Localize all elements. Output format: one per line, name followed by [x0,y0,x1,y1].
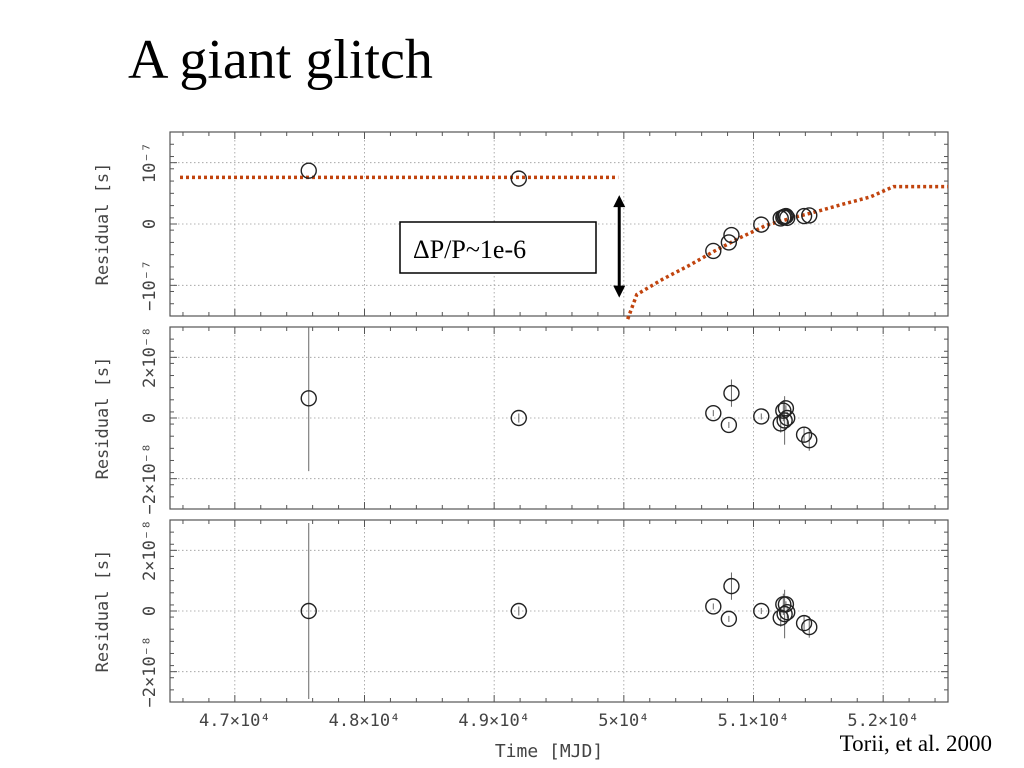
data-point [777,207,795,225]
data-point [510,170,528,187]
y-tick-label: 10⁻⁷ [140,142,160,183]
data-point [777,596,795,613]
y-tick-label: 2×10⁻⁸ [140,520,160,581]
y-tick-label: −10⁻⁷ [140,260,160,311]
y-tick-label: 0 [140,413,160,423]
data-point [720,234,738,251]
data-point [795,426,813,443]
data-point [720,610,738,628]
data-point [777,400,795,417]
x-tick-label: 4.8×10⁴ [329,711,401,731]
x-tick-label: 4.9×10⁴ [458,711,530,731]
delta-p-label: ΔP/P~1e-6 [413,235,526,264]
data-point [723,577,740,595]
glitch-annotation: ΔP/P~1e-6 [399,221,597,274]
data-point [300,162,317,179]
data-point [753,408,770,425]
plot-panel-middle: −2×10⁻⁸ 0 2×10⁻⁸ Residual [s] [93,326,949,515]
data-point [801,618,818,636]
data-point [753,216,770,233]
delta-p-label-box [399,221,597,274]
data-point [723,384,740,402]
data-point [801,431,818,449]
glitch-arrow [613,195,626,298]
y-tick-label: 0 [140,606,160,616]
data-point [779,604,796,621]
y-axis-label: Residual [s] [93,550,113,673]
data-point [779,209,796,227]
data-point [705,242,722,260]
plot-panels: −10⁻⁷ 0 10⁻⁷ Residual [s] −2×10⁻⁸ 0 2×10⁻⁸ Resi… [93,131,949,762]
post-glitch-fit-curve [626,184,948,320]
y-tick-label: 2×10⁻⁸ [140,327,160,388]
plot-panel-top: −10⁻⁷ 0 10⁻⁷ Residual [s] [93,131,949,320]
data-point [772,415,789,432]
arrow-head-up [613,195,626,208]
data-point [801,207,818,224]
x-tick-label: 4.7×10⁴ [199,711,271,731]
plot-panel-bottom: −2×10⁻⁸ 0 2×10⁻⁸ Residual [s] 4.7×10⁴ 4.8×10⁴… [93,519,949,762]
x-tick-label: 5.2×10⁴ [847,711,919,731]
data-point [753,602,770,620]
data-point [795,207,813,225]
data-point [705,404,722,422]
data-point [776,412,793,429]
slide-title: A giant glitch [128,29,433,91]
data-point [779,409,796,427]
data-point [720,416,738,434]
y-tick-label: 0 [140,219,160,229]
y-tick-label: −2×10⁻⁸ [140,443,160,515]
data-point [795,614,813,632]
data-point [300,602,317,620]
x-axis-label: Time [MJD] [495,741,603,762]
x-tick-label: 5×10⁴ [598,711,649,731]
y-axis-label: Residual [s] [93,163,113,286]
y-tick-label: −2×10⁻⁸ [140,636,160,708]
y-axis-label: Residual [s] [93,357,113,480]
data-point [300,390,317,407]
arrow-head-down [613,285,626,298]
data-point [705,598,722,615]
x-tick-label: 5.1×10⁴ [718,711,790,731]
citation: Torii, et al. 2000 [839,731,992,756]
data-point [723,226,740,244]
data-point [510,602,528,620]
data-point [776,605,793,623]
data-point [510,409,528,427]
